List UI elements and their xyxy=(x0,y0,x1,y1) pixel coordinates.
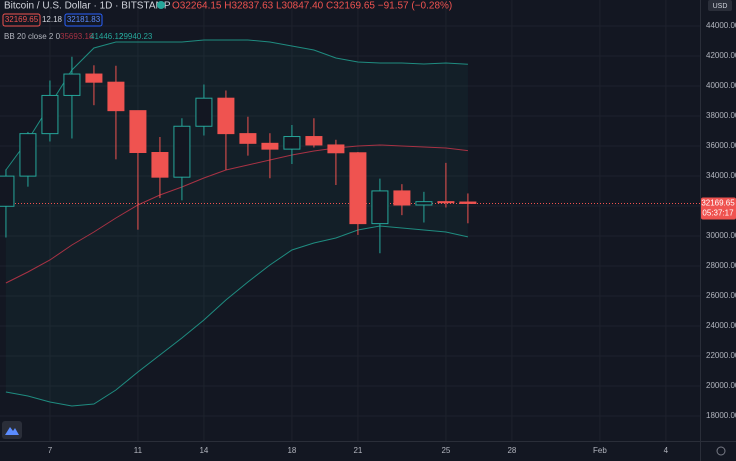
y-tick-label: 34000.00 xyxy=(706,171,736,180)
band-fill xyxy=(5,40,468,406)
candle-body xyxy=(0,175,15,207)
candle-body xyxy=(283,136,301,150)
candle-body xyxy=(415,201,433,206)
spread: 12.18 xyxy=(42,15,63,24)
y-tick-label: 44000.00 xyxy=(706,21,736,30)
candle-body xyxy=(63,73,81,96)
candle-body xyxy=(195,97,213,127)
ask-box xyxy=(64,13,103,27)
x-tick-label: 7 xyxy=(48,446,53,455)
settings[interactable] xyxy=(716,446,726,456)
last-price-box xyxy=(701,197,736,220)
y-tick-label: 22000.00 xyxy=(706,351,736,360)
status-dot xyxy=(157,1,165,9)
y-tick-label: 42000.00 xyxy=(706,51,736,60)
indicator-lower: 29940.23 xyxy=(119,32,153,41)
candle-body xyxy=(437,201,455,204)
candle-body xyxy=(129,110,147,154)
candle-body xyxy=(85,73,103,83)
bid: 32169.65 xyxy=(5,15,39,24)
y-tick-label: 24000.00 xyxy=(706,321,736,330)
band-lower xyxy=(5,225,469,407)
candle-body xyxy=(151,152,169,178)
symbol: Bitcoin / U.S. Dollar · 1D · BITSTAMP xyxy=(4,1,171,12)
y-tick-label: 30000.00 xyxy=(706,231,736,240)
ohlc: O32264.15 H32837.63 L30847.40 C32169.65 … xyxy=(172,1,452,12)
currency: USD xyxy=(713,3,728,10)
y-tick-label: 40000.00 xyxy=(706,81,736,90)
band-upper xyxy=(5,39,468,171)
indicator-name: BB 20 close 2 0 xyxy=(4,32,61,41)
y-tick-label: 36000.00 xyxy=(706,141,736,150)
y-tick-label: 26000.00 xyxy=(706,291,736,300)
x-tick-label: 28 xyxy=(507,446,516,455)
candle-body xyxy=(305,136,323,146)
candle-body xyxy=(107,81,125,112)
logo-icon xyxy=(5,427,19,435)
y-tick-label: 38000.00 xyxy=(706,111,736,120)
x-tick-label: 18 xyxy=(287,446,296,455)
x-tick-label: 21 xyxy=(353,446,362,455)
bid-box xyxy=(2,13,41,27)
band-middle xyxy=(5,144,468,284)
candle-body xyxy=(217,97,235,135)
candle-body xyxy=(393,190,411,206)
candle-body xyxy=(371,190,389,225)
y-tick-label: 28000.00 xyxy=(706,261,736,270)
x-tick-label: 11 xyxy=(134,446,143,455)
x-tick-label: Feb xyxy=(593,446,607,455)
plot xyxy=(0,39,700,407)
countdown: 05:37:17 xyxy=(702,209,734,218)
ask: 32181.83 xyxy=(67,15,101,24)
candle-body xyxy=(173,125,191,178)
x-tick-label: 4 xyxy=(664,446,669,455)
candle-body xyxy=(19,133,37,177)
x-tick-label: 14 xyxy=(199,446,208,455)
candle-body xyxy=(349,152,367,225)
y-tick-label: 20000.00 xyxy=(706,381,736,390)
y-tick-label: 18000.00 xyxy=(706,411,736,420)
indicator-upper: 41446.12 xyxy=(90,32,124,41)
x-tick-label: 25 xyxy=(441,446,450,455)
candle-body xyxy=(327,144,345,154)
currency-box xyxy=(708,0,732,11)
candle-body xyxy=(41,94,59,135)
candle-body xyxy=(239,133,257,144)
last-price-label: 32169.65 xyxy=(701,199,735,208)
candle-body xyxy=(261,142,279,150)
candle-body xyxy=(459,201,477,204)
indicator-middle: 35693.18 xyxy=(60,32,94,41)
